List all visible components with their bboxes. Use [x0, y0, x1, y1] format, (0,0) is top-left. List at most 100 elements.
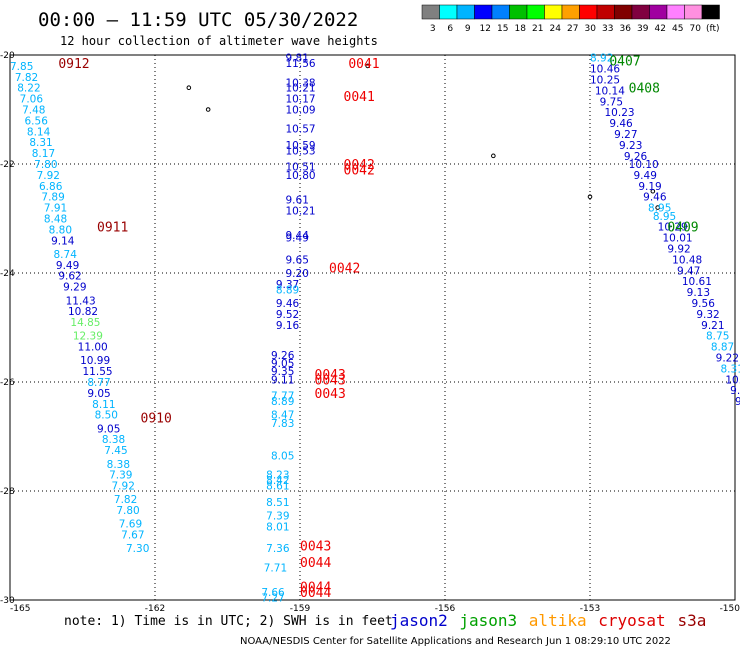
axis-tick-labels: -165 -162 -159 -156 -153 -150 -20 -22 -24 -26 -28 -…	[0, 51, 740, 614]
pass-time-label: 0409	[667, 221, 698, 236]
colorbar-swatch	[596, 4, 615, 20]
x-tick-label: -150	[720, 604, 740, 614]
wave-height-value: 7.69	[119, 519, 142, 531]
wave-height-value: 7.67	[121, 530, 144, 542]
pass-time-label: 0044	[300, 580, 331, 595]
wave-height-value: 10.25	[590, 75, 620, 87]
y-tick-label: -28	[0, 487, 15, 497]
wave-height-value: 8.42	[266, 475, 289, 487]
wave-height-value: 9.11	[271, 374, 294, 386]
color-scale-legend: 3 6 9 12 15 18 21 24 27 30 33 36 39 42 45 70 (ft)	[421, 4, 720, 34]
wave-height-value: 8.23	[266, 470, 289, 482]
colorbar-swatch	[579, 4, 598, 20]
altimeter-tracks: 7.857.828.227.067.486.568.148.318.177.80…	[10, 53, 740, 605]
wave-height-value: 8.48	[44, 214, 67, 226]
y-tick-label: -26	[0, 378, 15, 388]
colorbar-swatch	[631, 4, 650, 20]
colorbar-label: 39	[637, 24, 649, 34]
wave-height-value: 10.51	[286, 162, 316, 174]
wave-height-value: 8.51	[266, 497, 289, 509]
pass-time-label: 0042	[329, 262, 360, 277]
colorbar-label: 27	[567, 24, 578, 34]
wave-height-value: 10.82	[68, 306, 98, 318]
pass-time-label: 0043	[315, 368, 346, 383]
colorbar-swatch	[439, 4, 458, 20]
mission-legend: jason2 jason3 altika cryosat s3a	[390, 611, 706, 630]
island-markers	[186, 63, 660, 210]
wave-height-value: 9.21	[701, 320, 724, 332]
wave-height-value: 9.27	[614, 129, 637, 141]
wave-height-value: 8.22	[17, 83, 40, 95]
wave-height-value: 7.83	[271, 418, 294, 430]
mission-label: jason2	[390, 611, 448, 630]
wave-height-value: 10.38	[286, 77, 316, 89]
wave-height-value: 8.50	[95, 410, 118, 422]
colorbar-swatch	[474, 4, 493, 20]
wave-height-value: 8.80	[49, 224, 72, 236]
colorbar-label: 18	[515, 24, 527, 34]
wave-height-value: 7.85	[10, 61, 33, 73]
colorbar-label: 36	[620, 24, 632, 34]
wave-height-value: 10.14	[595, 85, 625, 97]
wave-height-value: 8.95	[648, 203, 671, 215]
mission-label: cryosat	[598, 611, 665, 630]
wave-height-value: 8.77	[87, 377, 110, 389]
wave-height-value: 9.52	[276, 309, 299, 321]
colorbar-label: (ft)	[706, 24, 720, 34]
wave-height-value: 9.05	[97, 423, 120, 435]
wave-height-value: 7.48	[22, 105, 45, 117]
wave-height-value: 14.85	[70, 317, 100, 329]
pass-time-label: 0043	[300, 540, 331, 555]
colorbar-swatch	[509, 4, 528, 20]
colorbar-label: 6	[447, 24, 453, 34]
wave-height-value: 9.22	[716, 352, 739, 364]
wave-height-value: 10.09	[286, 105, 316, 117]
wave-height-value: 9.37	[276, 279, 299, 291]
wave-height-value: 10.01	[663, 233, 693, 245]
wave-height-value: 10.21	[286, 83, 316, 95]
colorbar-label: 45	[672, 24, 683, 34]
wave-height-value: 9.49	[286, 233, 309, 245]
colorbar-swatch	[684, 4, 703, 20]
wave-height-value: 7.45	[104, 445, 127, 457]
wave-height-value: 9.32	[696, 309, 719, 321]
wave-height-value: 11.55	[83, 366, 113, 378]
wave-height-value: 9.26	[624, 151, 648, 163]
wave-height-value: 9.05	[87, 388, 110, 400]
island-dot	[650, 188, 656, 194]
wave-height-value: 9.16	[276, 320, 300, 332]
wave-height-value: 8.89	[276, 284, 299, 296]
wave-height-value: 10.46	[590, 64, 620, 76]
wave-height-value: 9.44	[286, 230, 310, 242]
wave-height-value: 8.05	[271, 451, 294, 463]
wave-height-value: 8.31	[29, 137, 52, 149]
wave-height-value: 9.92	[667, 243, 690, 255]
colorbar-swatch	[456, 4, 475, 20]
y-tick-label: -24	[0, 269, 15, 279]
wave-height-value: 10.48	[672, 254, 702, 266]
island-dot	[491, 153, 496, 159]
island-dot	[205, 107, 211, 112]
y-tick-label: -22	[0, 160, 15, 170]
wave-height-value: 7.82	[15, 72, 38, 84]
wave-height-value: 7.27	[261, 592, 284, 604]
wave-height-value: 10.57	[286, 124, 316, 136]
wave-height-value: 10.59	[286, 140, 316, 152]
wave-height-value: 9.65	[286, 254, 309, 266]
wave-height-value: 9.05	[271, 358, 294, 370]
colorbar-label: 30	[585, 24, 597, 34]
colorbar-label: 24	[550, 24, 562, 34]
pass-time-label: 0043	[315, 387, 346, 402]
pass-time-label: 0911	[97, 221, 128, 236]
wave-height-value: 9.46	[609, 118, 633, 130]
wave-height-value: 9.19	[638, 181, 661, 193]
wave-height-value: 10.29	[658, 222, 688, 234]
wave-height-value: 8.38	[102, 434, 125, 446]
chart-title: 00:00 – 11:59 UTC 05/30/2022	[38, 9, 358, 31]
wave-height-value: 7.80	[34, 159, 57, 171]
x-tick-label: -162	[145, 604, 165, 614]
wave-height-value: 8.74	[54, 249, 78, 261]
pass-time-label: 0912	[58, 57, 89, 72]
colorbar-swatch	[491, 4, 510, 20]
